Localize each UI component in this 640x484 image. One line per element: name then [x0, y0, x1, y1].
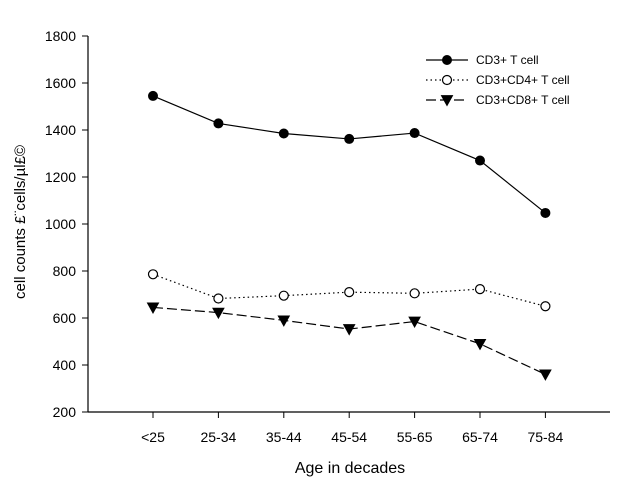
y-tick-label: 1000: [45, 216, 76, 232]
x-tick-label: 75-84: [527, 429, 563, 445]
data-point: [213, 118, 224, 129]
series-line: [152, 306, 546, 375]
legend-item: CD3+ T cell: [426, 53, 539, 67]
data-point: [540, 301, 551, 312]
legend-label: CD3+CD8+ T cell: [476, 93, 570, 107]
data-point: [474, 283, 486, 295]
legend-marker: [441, 74, 453, 86]
data-point: [475, 155, 485, 166]
y-tick-label: 200: [53, 404, 77, 420]
y-tick-label: 400: [53, 357, 77, 373]
legend-label: CD3+ T cell: [476, 53, 539, 67]
y-tick-label: 800: [53, 263, 77, 279]
data-point: [342, 324, 356, 336]
x-axis-ticks: <25 25-34 35-44 45-54 55-65 65-74 75-84: [141, 412, 564, 445]
data-point: [146, 302, 160, 314]
data-point: [147, 269, 159, 280]
data-point: [213, 293, 224, 304]
data-point: [344, 287, 355, 298]
y-tick-label: 1200: [45, 169, 76, 185]
x-tick-label: 65-74: [462, 429, 498, 445]
legend-marker: [442, 55, 452, 65]
data-point: [539, 369, 552, 381]
x-tick-label: 25-34: [200, 429, 236, 445]
y-tick-label: 1800: [45, 28, 76, 44]
data-point: [344, 133, 355, 144]
data-point: [277, 315, 291, 327]
x-tick-label: <25: [141, 429, 165, 445]
data-point: [409, 288, 420, 299]
legend-marker: [440, 95, 454, 107]
series-3: [146, 302, 552, 381]
x-tick-label: 35-44: [266, 429, 302, 445]
x-tick-label: 55-65: [397, 429, 433, 445]
series-1: [148, 90, 551, 218]
y-tick-label: 1400: [45, 122, 76, 138]
legend-label: CD3+CD4+ T cell: [476, 73, 570, 87]
x-axis-label: Age in decades: [295, 460, 405, 477]
series-layer: [146, 90, 552, 381]
data-point: [148, 90, 158, 101]
data-point: [540, 207, 551, 218]
data-point: [409, 128, 420, 139]
legend: CD3+ T cell CD3+CD4+ T cell CD3+CD8+ T cel…: [426, 53, 570, 107]
data-point: [212, 307, 225, 320]
series-line: [152, 95, 546, 214]
y-axis-ticks: 200 400 600 800 1000 1200 1400 1600 1800: [45, 28, 88, 420]
legend-item: CD3+CD8+ T cell: [426, 93, 570, 107]
data-point: [473, 338, 487, 351]
data-point: [278, 128, 289, 139]
data-point: [408, 316, 421, 329]
y-tick-label: 1600: [45, 75, 76, 91]
x-tick-label: 45-54: [331, 429, 367, 445]
y-tick-label: 600: [53, 310, 77, 326]
data-point: [278, 290, 289, 301]
legend-item: CD3+CD4+ T cell: [426, 73, 570, 87]
series-2: [147, 269, 551, 312]
y-axis-label: cell counts £¨cells/µl£©: [12, 145, 29, 299]
